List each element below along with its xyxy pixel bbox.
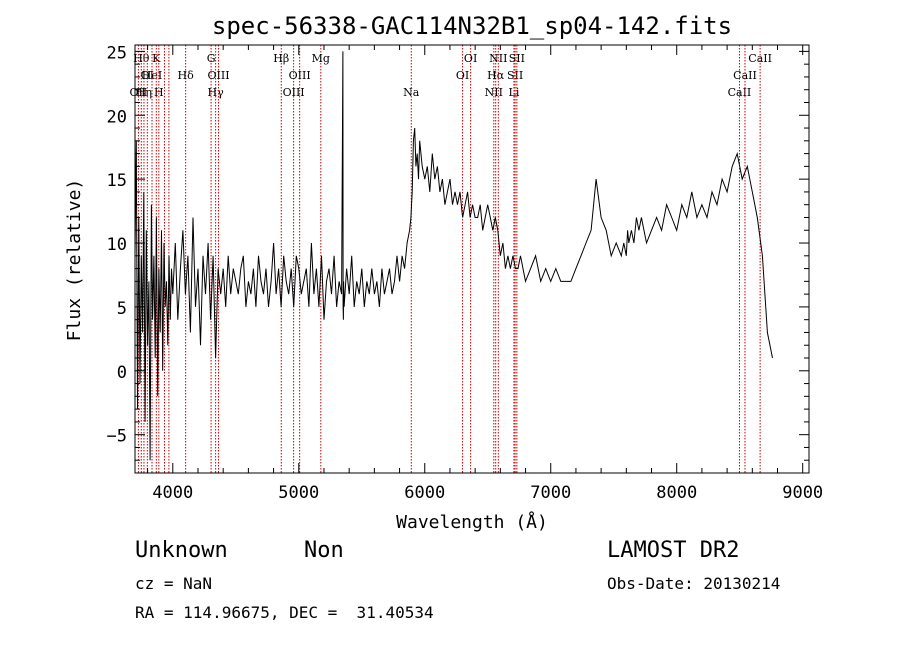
line-label: OIII <box>207 69 229 82</box>
line-label: Hγ <box>208 86 225 99</box>
line-label: OIII <box>289 69 311 82</box>
line-label: NII <box>485 86 503 99</box>
y-tick-label: 0 <box>117 363 127 383</box>
x-tick-label: 9000 <box>782 483 823 503</box>
line-label: OII <box>130 86 148 99</box>
y-tick-label: 20 <box>107 107 127 127</box>
line-label: OI <box>141 69 154 82</box>
y-tick-label: 10 <box>107 235 127 255</box>
x-tick-label: 8000 <box>656 483 697 503</box>
redshift-value: cz = NaN <box>135 574 213 593</box>
x-axis: 4000 5000 6000 7000 8000 9000 <box>147 45 823 503</box>
line-label: OI <box>456 69 469 82</box>
line-label: Na <box>403 86 420 99</box>
line-label: OI <box>464 52 477 65</box>
line-label: Hδ <box>178 69 195 82</box>
spectrum-series <box>135 51 773 461</box>
line-label: CaII <box>733 69 757 82</box>
emission-line-markers: OIIHθHηOIHeIKHHδGHγOIIIHβOIIIOIIIMgNaOIO… <box>130 45 772 473</box>
survey-name: LAMOST DR2 <box>607 538 740 563</box>
line-label: OIII <box>283 86 305 99</box>
y-axis: −5 0 5 10 15 20 25 <box>107 43 809 474</box>
line-label: Hη <box>136 86 152 99</box>
observation-date: Obs-Date: 20130214 <box>607 574 781 593</box>
x-tick-label: 7000 <box>530 483 571 503</box>
line-label: HeI <box>142 69 162 82</box>
line-label: Mg <box>312 52 330 65</box>
object-subclass: Non <box>304 538 344 563</box>
line-label: CaII <box>728 86 752 99</box>
line-label: CaII <box>748 52 772 65</box>
line-label: SII <box>509 52 525 65</box>
x-tick-label: 5000 <box>278 483 319 503</box>
spectrum-plot: spec-56338-GAC114N32B1_sp04-142.fits OII… <box>64 12 823 533</box>
y-axis-label: Flux (relative) <box>64 179 85 342</box>
plot-frame <box>134 44 810 474</box>
x-tick-label: 6000 <box>404 483 445 503</box>
line-label: NII <box>489 52 507 65</box>
y-tick-label: 25 <box>107 43 127 63</box>
line-label: SII <box>507 69 523 82</box>
object-class: Unknown <box>135 538 228 563</box>
line-label: Li <box>509 86 520 99</box>
line-label: K <box>152 52 161 65</box>
y-tick-label: 15 <box>107 171 127 191</box>
y-tick-label: −5 <box>107 427 127 447</box>
x-axis-label: Wavelength (Å) <box>396 511 548 533</box>
line-label: G <box>207 52 216 65</box>
x-tick-label: 4000 <box>152 483 193 503</box>
line-label: H <box>154 86 164 99</box>
line-label: Hβ <box>273 52 289 65</box>
spectrum-line <box>135 51 773 461</box>
y-tick-label: 5 <box>117 299 127 319</box>
chart-title: spec-56338-GAC114N32B1_sp04-142.fits <box>212 12 732 40</box>
line-label: Hα <box>487 69 505 82</box>
line-label: Hθ <box>133 52 150 65</box>
coordinates: RA = 114.96675, DEC = 31.40534 <box>135 603 434 622</box>
